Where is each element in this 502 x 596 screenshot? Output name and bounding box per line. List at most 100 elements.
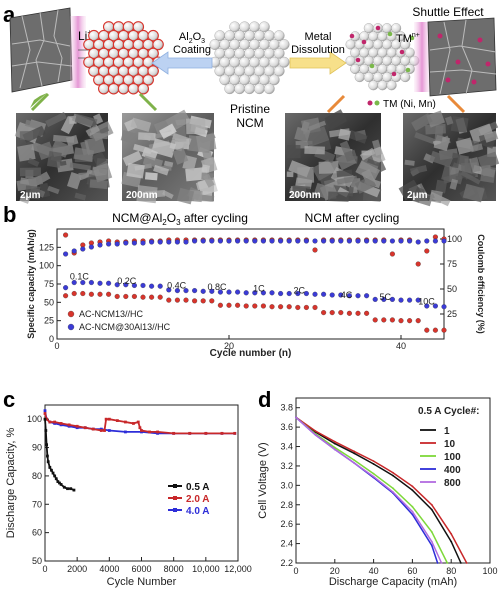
chart-b-point-series-2 [389,251,395,257]
chart-c-point-series-1 [67,423,71,427]
chart-d-point-series-1 [450,532,453,535]
chart-c-point-series-2 [75,426,79,430]
chart-c-line-series-2 [44,410,235,435]
chart-b-point-series-0 [63,293,69,299]
chart-c-point-series-0 [58,481,61,485]
chart-b-point-series-3 [415,239,421,245]
chart-d-point-series-0 [353,452,356,455]
chart-b: 0 20 40 0 25 50 75 100 125 25 50 75 100 Cycle number … [26,228,486,359]
chart-c-point-series-1 [233,431,237,435]
chart-d-legend-label: 1 [444,426,450,437]
chart-c-point-series-1 [148,430,151,434]
chart-d-point-series-0 [411,489,414,492]
chart-b-point-series-3 [71,248,77,254]
chart-b-point-series-3 [407,238,413,244]
chart-b-point-series-3 [372,238,378,244]
chart-b-point-series-3 [106,241,112,247]
chart-c-xtick-label: 2000 [67,564,87,574]
panel-b-title-left-3: after cycling [181,211,248,225]
chart-b-point-series-3 [424,238,430,244]
chart-b-legend-marker [67,323,75,331]
chart-b-rate-label: 0.8C [208,282,228,292]
chart-d-point-series-0 [460,562,462,564]
chart-b-point-series-3 [183,239,189,245]
cracked-slab-right [427,17,497,97]
chart-c-point-series-1 [59,422,63,425]
chart-d-point-series-4 [372,475,375,478]
chart-b-point-series-3 [329,238,335,244]
chart-b-point-series-3 [260,238,266,244]
chart-d-point-series-1 [430,503,433,506]
chart-d-point-series-4 [440,562,443,564]
chart-d-ytick-label: 2.2 [280,558,293,568]
chart-b-ylabel: Specific capacity (mAh/g) [26,229,36,339]
chart-d-xlabel: Discharge Capacity (mAh) [329,576,457,588]
chart-c-point-series-0 [46,454,49,458]
sem-arrow-1 [30,93,47,108]
chart-b-point-series-1 [441,304,447,310]
chart-b-point-series-3 [303,238,309,244]
chart-c-point-series-2 [99,427,103,431]
chart-b-point-series-1 [149,283,155,289]
chart-c-legend-label: 2.0 A [186,494,210,505]
chart-b-rate-label: 0.2C [117,276,137,286]
chart-b-point-series-3 [123,240,129,246]
panel-b-title-left-1: NCM@Al [112,211,162,225]
chart-c-ytick-label: 70 [32,499,42,509]
chart-d-ytick-label: 3.0 [280,480,293,490]
chart-c-point-series-0 [46,460,50,464]
chart-d-xtick-label: 100 [482,566,497,576]
coating-arrow [151,51,213,75]
chart-c-legend-marker [173,508,177,512]
pristine-particle [209,21,290,95]
sem-scale-4: 2μm [407,190,428,201]
chart-b-point-series-0 [312,304,318,311]
chart-c-point-series-0 [72,488,76,492]
chart-b-legend-label: AC-NCM@30Al13//HC [79,322,171,332]
chart-d-xtick-label: 60 [407,566,417,576]
chart-c-xtick-label: 8000 [164,564,184,574]
chart-b-point-series-3 [174,239,180,245]
chart-d-point-series-1 [392,471,394,474]
chart-b-point-series-3 [312,238,318,244]
chart-b-point-series-2 [415,261,421,267]
chart-b-point-series-3 [226,238,232,244]
chart-b-point-series-1 [209,288,215,294]
chart-b-point-series-1 [286,290,292,297]
chart-c: 0 2000 4000 6000 8000 10,000 12,000 50 60 70 80 90 1… [5,404,252,588]
chart-d-point-series-2 [372,472,375,475]
chart-b-point-series-1 [252,290,258,296]
chart-b-point-series-1 [192,288,198,294]
svg-text:Al2O3: Al2O3 [179,31,205,45]
panel-b: b NCM@Al2O3 after cycling NCM after cycl… [3,202,486,359]
chart-b-ytick-label: 100 [39,261,54,271]
chart-b-rate-label: 10C [418,297,435,307]
chart-b-point-series-1 [372,296,378,302]
shuttle-label: Shuttle Effect [412,5,484,19]
sem-scale-1: 2μm [20,190,41,201]
chart-b-point-series-3 [295,238,301,244]
chart-b-point-series-3 [338,238,344,244]
sem-scale-2: 200nm [126,190,158,201]
chart-b-point-series-1 [183,288,189,294]
coating-label-word: Coating [173,44,211,56]
chart-b-y2tick-label: 100 [447,234,462,244]
chart-c-point-series-2 [124,430,127,434]
chart-b-point-series-3 [192,238,198,244]
chart-b-point-series-0 [217,302,223,308]
chart-d-line-series-4 [295,416,443,564]
tm-interface [414,22,430,92]
chart-d-point-series-4 [411,510,414,513]
chart-b-point-series-3 [389,238,395,244]
chart-b-point-series-0 [235,302,241,308]
chart-d-point-series-1 [411,485,414,488]
chart-c-ytick-label: 100 [27,414,42,424]
chart-d-legend-label: 800 [444,478,461,489]
dissolution-label-2: Dissolution [291,44,345,56]
chart-b-xtick-label: 40 [396,341,406,351]
chart-c-point-series-0 [48,466,52,469]
chart-d-ytick-label: 3.6 [280,422,293,432]
chart-b-point-series-0 [243,303,249,309]
chart-c-point-series-1 [172,431,176,435]
chart-b-point-series-3 [398,238,404,244]
